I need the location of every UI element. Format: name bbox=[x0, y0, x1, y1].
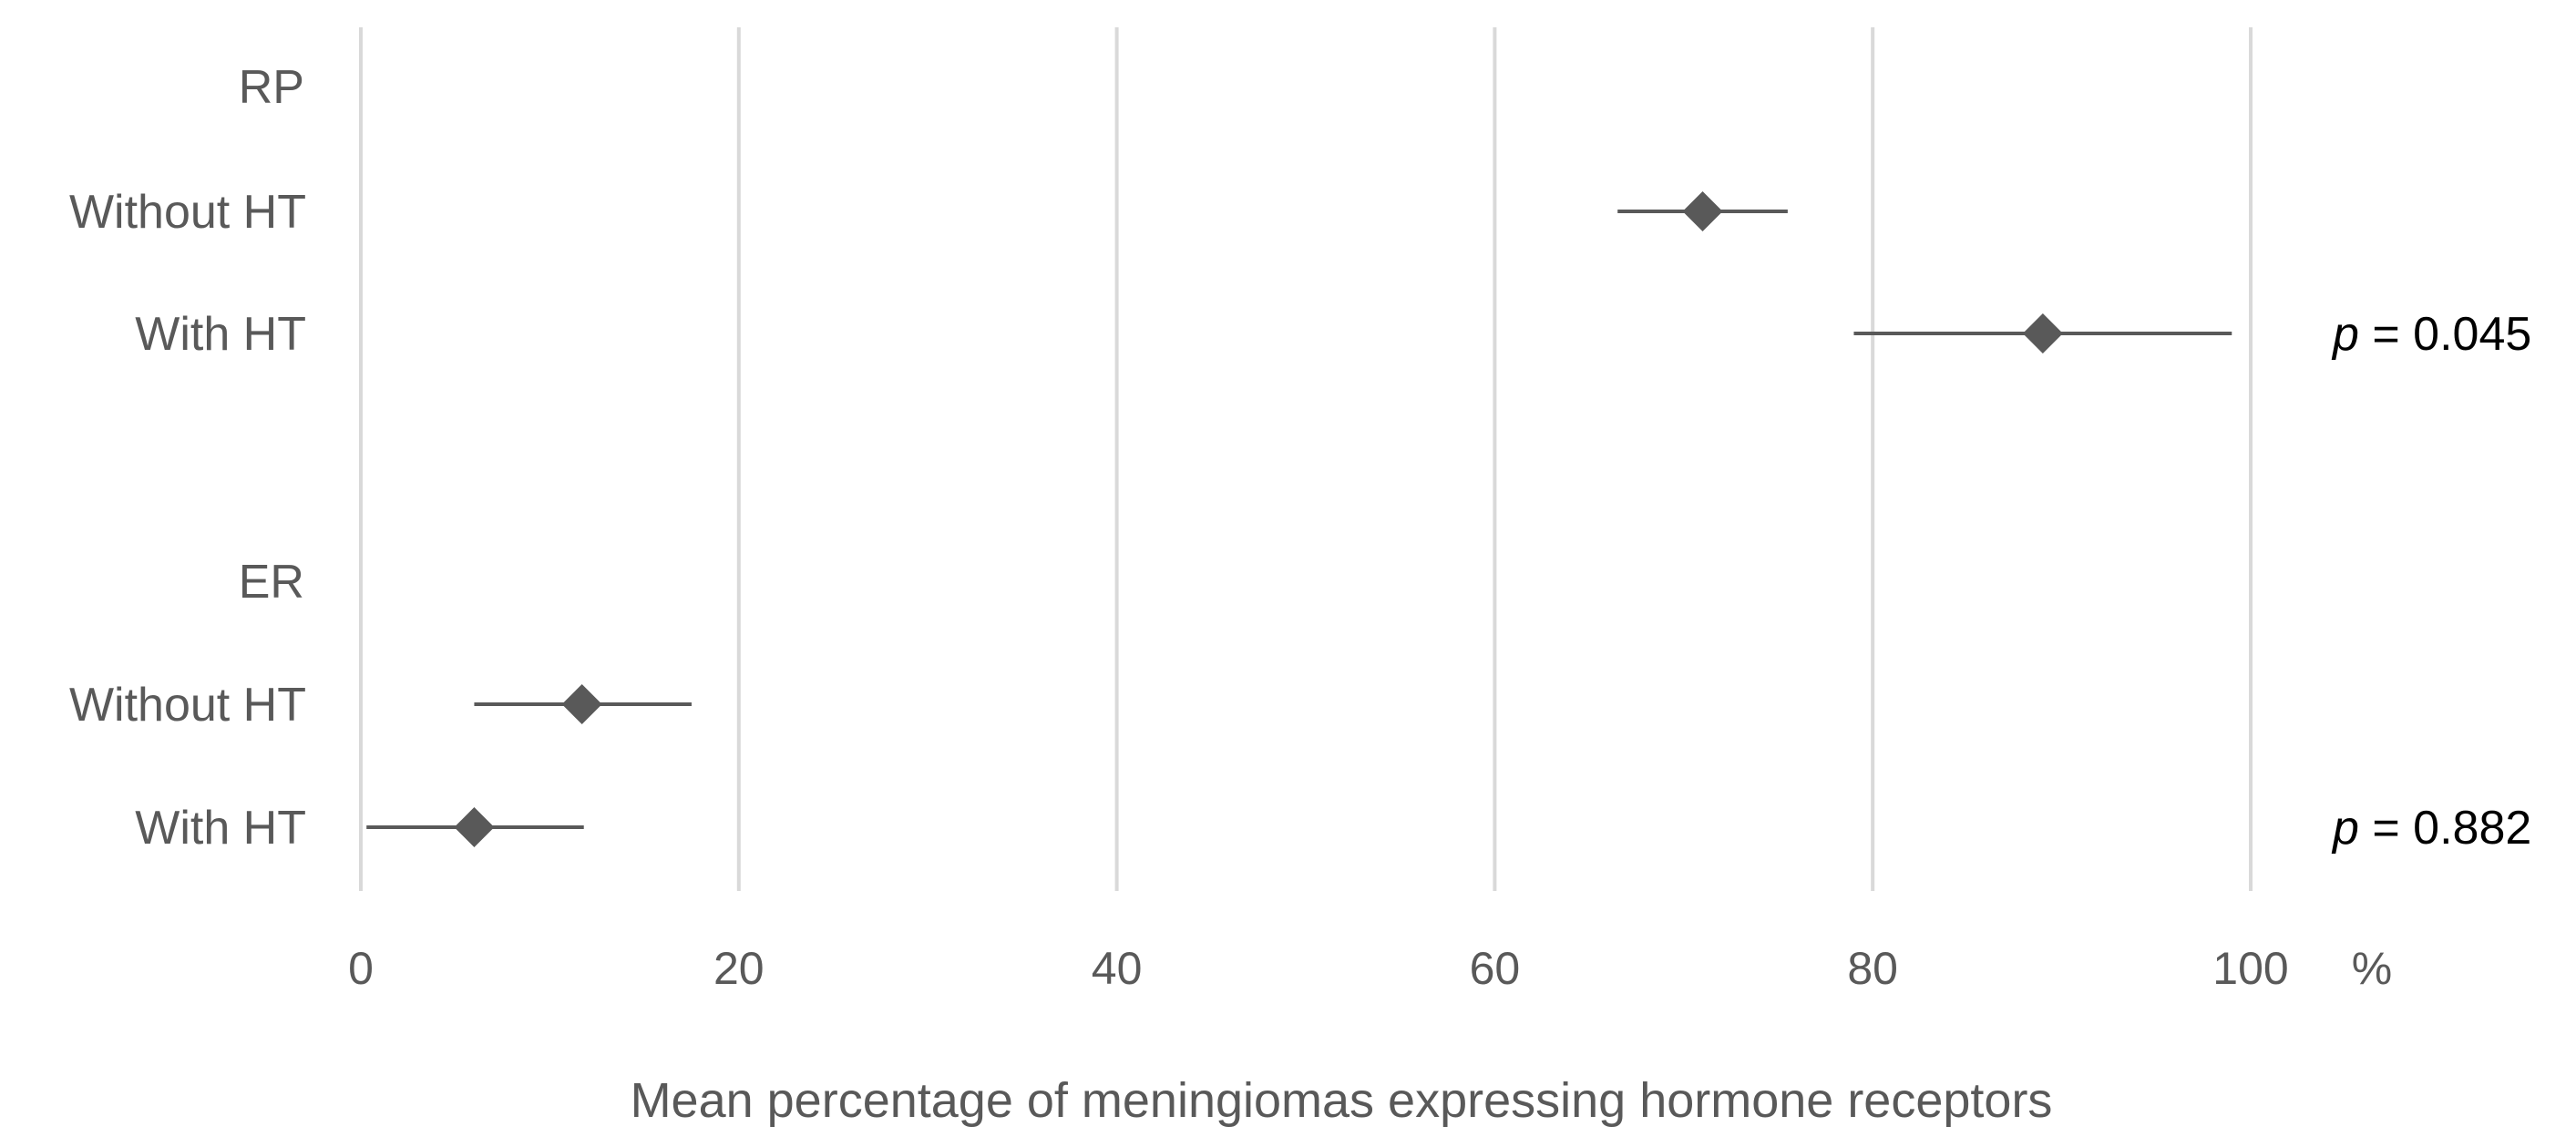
p-value-rp: p = 0.045 bbox=[2331, 308, 2531, 361]
p-symbol: p bbox=[2331, 802, 2359, 855]
mean-marker-er-with-ht bbox=[454, 807, 495, 847]
x-tick-label-80: 80 bbox=[1847, 943, 1898, 994]
x-axis-title: Mean percentage of meningiomas expressin… bbox=[631, 1073, 2053, 1128]
x-tick-label-20: 20 bbox=[713, 943, 765, 994]
p-value-er: p = 0.882 bbox=[2331, 802, 2531, 855]
group-label-rp: RP bbox=[239, 61, 304, 114]
row-label-er-without-ht: Without HT bbox=[69, 679, 306, 732]
error-bars bbox=[366, 210, 2232, 829]
row-label-er-with-ht: With HT bbox=[135, 802, 306, 855]
x-tick-label-40: 40 bbox=[1092, 943, 1143, 994]
x-tick-label-100: 100 bbox=[2212, 943, 2288, 994]
group-label-er: ER bbox=[239, 556, 304, 609]
p-value-number: = 0.882 bbox=[2359, 802, 2531, 855]
x-tick-label-60: 60 bbox=[1470, 943, 1521, 994]
mean-marker-er-without-ht bbox=[561, 684, 602, 724]
x-unit-label: % bbox=[2352, 943, 2392, 994]
mean-marker-rp-without-ht bbox=[1682, 191, 1723, 231]
mean-markers bbox=[454, 191, 2063, 847]
row-label-rp-without-ht: Without HT bbox=[69, 186, 306, 239]
x-tick-label-0: 0 bbox=[348, 943, 374, 994]
labels: 0 20 40 60 80 100 RP Without HT With HT p = 0.045… bbox=[69, 61, 2531, 994]
row-label-rp-with-ht: With HT bbox=[135, 308, 306, 361]
mean-marker-rp-with-ht bbox=[2022, 313, 2063, 353]
grid-lines bbox=[359, 27, 2253, 891]
p-symbol: p bbox=[2331, 308, 2359, 361]
p-value-number: = 0.045 bbox=[2359, 308, 2531, 361]
